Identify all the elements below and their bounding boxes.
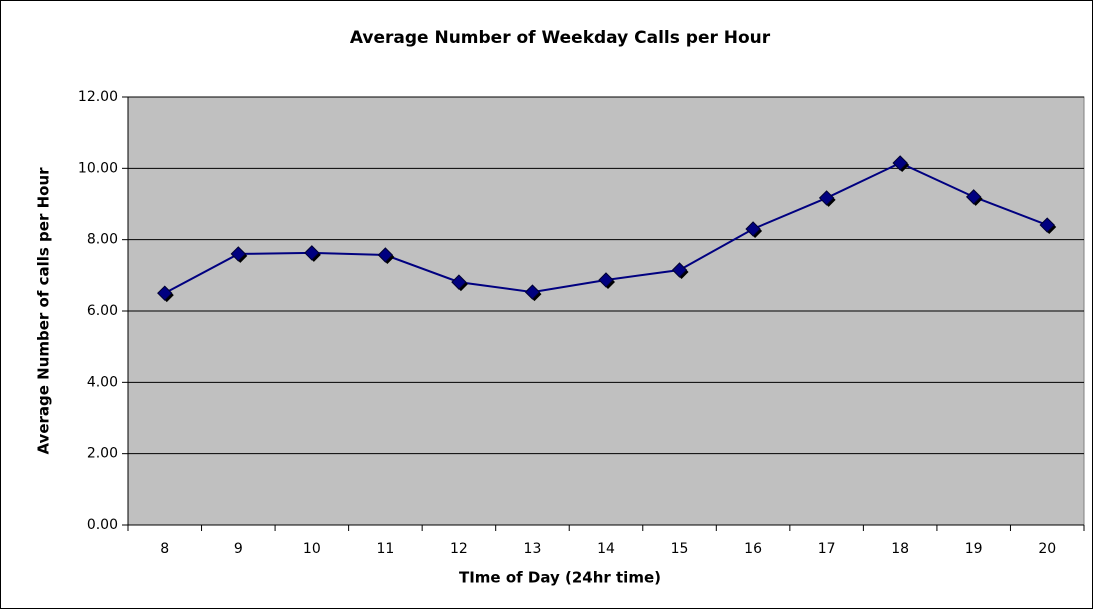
marker	[965, 189, 982, 205]
marker	[230, 246, 247, 262]
x-tick-label: 12	[450, 541, 468, 557]
marker	[524, 284, 541, 300]
x-tick-label: 8	[160, 541, 169, 557]
y-tick-label: 6.00	[87, 303, 118, 319]
chart-title: Average Number of Weekday Calls per Hour	[350, 28, 771, 48]
y-tick-label: 4.00	[87, 374, 118, 390]
marker	[304, 245, 320, 261]
x-tick-label: 16	[744, 541, 762, 557]
marker	[157, 285, 173, 301]
marker	[451, 274, 467, 290]
marker	[1039, 217, 1055, 233]
marker	[377, 247, 394, 263]
x-tick-label: 17	[818, 541, 836, 557]
y-tick-label: 2.00	[87, 446, 118, 462]
x-tick-label: 9	[234, 541, 243, 557]
marker	[671, 262, 688, 278]
y-tick-label: 0.00	[87, 517, 118, 533]
y-axis-label: Average Number of calls per Hour	[35, 167, 53, 455]
y-tick-label: 8.00	[87, 232, 118, 248]
y-tick-label: 12.00	[78, 89, 118, 105]
x-tick-label: 19	[965, 541, 983, 557]
marker	[745, 221, 761, 237]
x-tick-label: 18	[891, 541, 909, 557]
x-tick-label: 20	[1038, 541, 1056, 557]
x-tick-label: 15	[671, 541, 689, 557]
marker	[598, 272, 614, 288]
marker	[818, 190, 835, 206]
x-tick-label: 11	[376, 541, 394, 557]
x-tick-label: 14	[597, 541, 615, 557]
x-axis-label: TIme of Day (24hr time)	[459, 569, 661, 587]
marker	[892, 155, 908, 171]
y-tick-label: 10.00	[78, 160, 118, 176]
x-tick-label: 10	[303, 541, 321, 557]
x-tick-label: 13	[524, 541, 542, 557]
